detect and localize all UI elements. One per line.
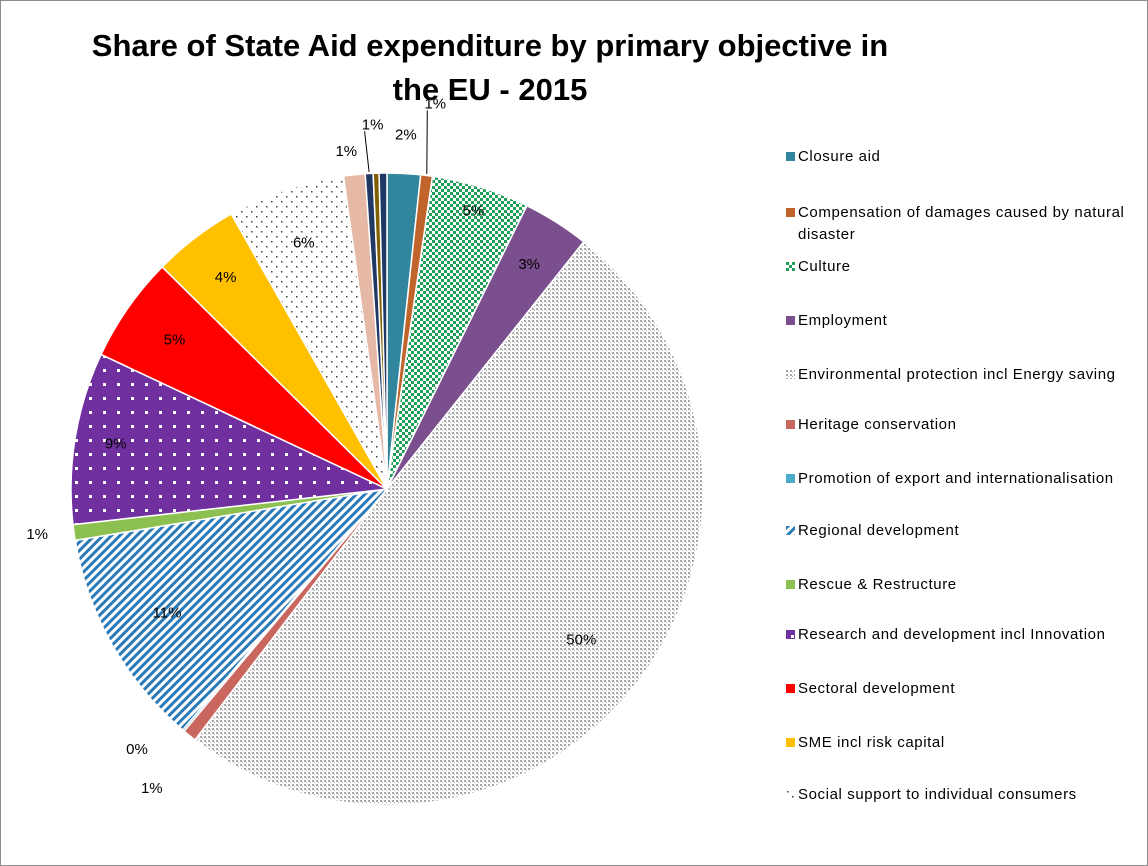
slice-data-label: 1% [335,143,357,160]
legend-swatch [786,580,795,589]
slice-data-label: 11% [153,605,182,622]
chart-title: Share of State Aid expenditure by primar… [91,28,889,107]
legend-label: Closure aid [798,148,881,165]
slice-data-label: 1% [141,780,163,797]
legend-label: Regional development [798,522,960,539]
legend-swatch [786,474,795,483]
legend-label: Culture [798,258,851,275]
label-leader-line [364,131,370,172]
legend-label: SME incl risk capital [798,734,945,751]
pie-slice [74,487,389,731]
slice-data-label: 1% [26,526,48,543]
slice-data-label: 2% [395,127,417,144]
legend-swatch [786,630,795,639]
legend-swatch [786,152,795,161]
legend-label: Employment [798,312,888,329]
slice-data-label: 5% [164,332,186,349]
slice-data-label: 1% [362,116,384,133]
legend-swatch [786,316,795,325]
legend-swatch [786,738,795,747]
legend-label: Environmental protection incl Energy sav… [798,366,1116,383]
slice-data-label: 5% [463,202,485,219]
pie-slice [193,240,704,806]
slice-data-label: 1% [424,95,446,112]
legend-label: Social support to individual consumers [798,786,1077,803]
slice-data-label: 50% [566,632,596,649]
legend-swatch [786,262,795,271]
pie-slice [230,175,388,490]
legend-swatch [786,420,795,429]
slice-data-label: 9% [105,435,127,452]
legend-label: Heritage conservation [798,416,957,433]
pie-slice [70,353,390,526]
legend-label: Rescue & Restructure [798,576,957,593]
legend-label: Promotion of export and internationalisa… [798,470,1114,487]
slice-data-label: 3% [518,256,540,273]
legend-label: Sectoral development [798,680,956,697]
legend-swatch [786,208,795,217]
legend-swatch [786,526,795,535]
slice-data-label: 6% [293,235,315,252]
legend-swatch [786,684,795,693]
label-leader-line [426,110,428,174]
legend-label: Compensation of damages caused by natura… [798,204,1125,243]
legend-swatch [786,370,795,379]
pie-slice [378,172,388,490]
legend-label: Research and development incl Innovation [798,626,1106,643]
legend-swatch [786,790,795,799]
slice-data-label: 0% [126,741,148,758]
slice-data-label: 4% [215,269,237,286]
